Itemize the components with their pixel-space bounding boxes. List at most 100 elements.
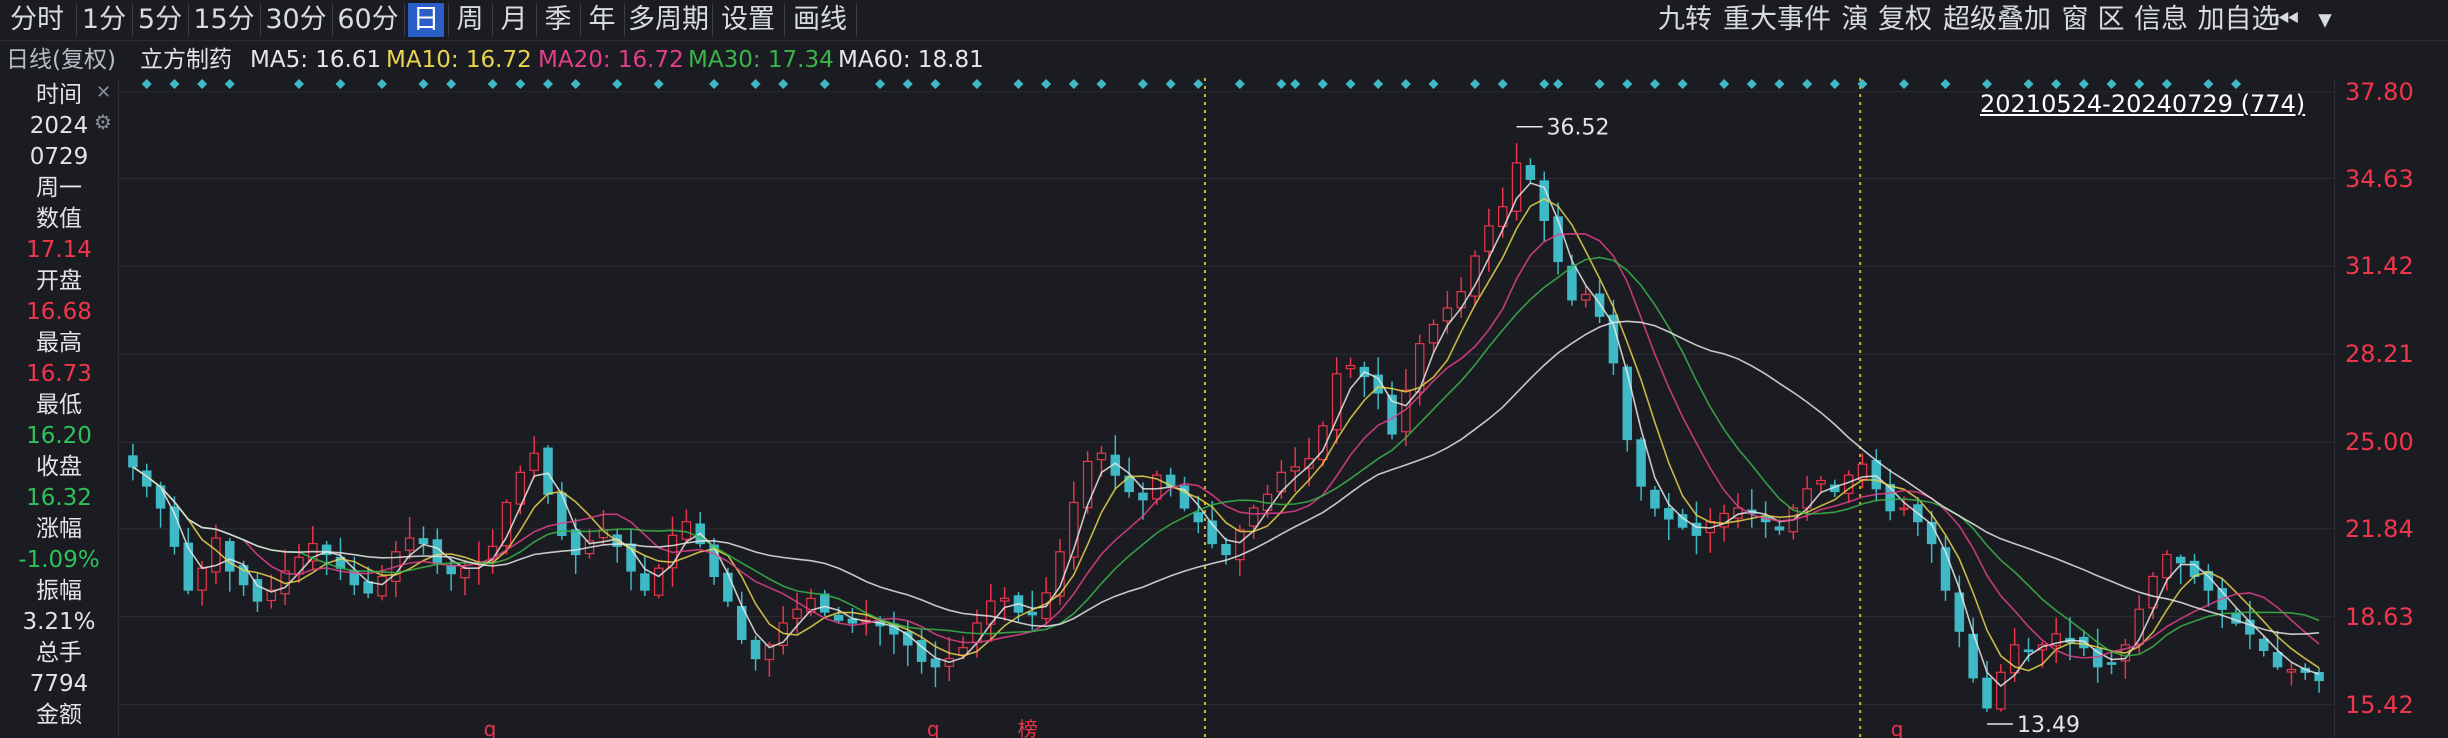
period-tab-11[interactable]: 多周期	[628, 4, 709, 35]
tool-button-2[interactable]: 演	[1841, 4, 1869, 35]
candle-body	[930, 658, 941, 668]
candle-body	[709, 544, 719, 578]
event-marker	[1470, 79, 1481, 89]
ma30-value: MA30: 17.34	[688, 47, 834, 73]
candle-body	[2162, 553, 2172, 579]
candle-body	[515, 471, 526, 505]
candle-body	[1248, 507, 1259, 527]
period-tab-4[interactable]: 30分	[265, 4, 327, 35]
toolbar-divider	[188, 4, 189, 36]
event-marker	[224, 79, 235, 89]
period-tab-3[interactable]: 15分	[193, 4, 255, 35]
chart-type-label[interactable]: 日线(复权)	[6, 47, 116, 73]
event-marker	[971, 79, 982, 89]
event-marker	[1539, 79, 1550, 89]
candle-body	[833, 614, 844, 621]
candle-body	[1027, 611, 1038, 616]
candle-body	[1331, 373, 1342, 431]
period-tab-13[interactable]: 画线	[793, 4, 847, 35]
ma60-value: MA60: 18.81	[838, 47, 984, 73]
high-label: 最高	[36, 330, 82, 356]
low-label: 最低	[36, 392, 82, 418]
period-tab-7[interactable]: 周	[456, 4, 484, 35]
tool-button-7[interactable]: 信息	[2134, 4, 2188, 35]
toolbar-divider	[536, 4, 537, 36]
period-tab-8[interactable]: 月	[500, 4, 528, 35]
period-tab-12[interactable]: 设置	[721, 4, 775, 35]
weekday: 周一	[36, 175, 82, 201]
tool-button-8[interactable]: 加自选	[2197, 4, 2279, 35]
candle-body	[1691, 522, 1702, 536]
y-tick-label: 31.42	[2345, 252, 2414, 281]
period-tab-1[interactable]: 1分	[81, 4, 127, 35]
period-tab-5[interactable]: 60分	[337, 4, 399, 35]
event-marker	[612, 79, 623, 89]
candle-body	[1899, 507, 1909, 511]
toolbar-divider	[856, 4, 857, 36]
ma20-value: MA20: 16.72	[538, 47, 684, 73]
event-marker	[819, 79, 830, 89]
event-marker	[543, 79, 554, 89]
candle-body	[155, 485, 166, 509]
event-marker	[1622, 79, 1633, 89]
tool-button-1[interactable]: 重大事件	[1723, 4, 1831, 35]
event-marker	[1193, 79, 1204, 89]
event-marker	[2203, 79, 2214, 89]
close-icon[interactable]: ✕	[96, 82, 112, 103]
period-tab-6[interactable]: 日	[408, 3, 444, 37]
toolbar-divider	[492, 4, 493, 36]
tool-button-6[interactable]: 区	[2097, 4, 2125, 35]
event-marker	[875, 79, 886, 89]
event-marker	[709, 79, 720, 89]
period-tab-2[interactable]: 5分	[137, 4, 183, 35]
candle-body	[1345, 364, 1356, 370]
period-tab-9[interactable]: 季	[544, 4, 572, 35]
gear-icon[interactable]: ⚙	[94, 110, 112, 134]
candle-body	[640, 573, 650, 591]
toolbar-divider	[404, 4, 405, 36]
event-marker	[2051, 79, 2062, 89]
tool-button-3[interactable]: 复权	[1878, 4, 1932, 35]
candle-body	[1304, 458, 1314, 469]
event-flag: q	[484, 717, 497, 738]
candle-body	[1636, 439, 1646, 487]
candle-body	[1207, 520, 1217, 545]
tool-button-5[interactable]: 窗	[2061, 4, 2089, 35]
y-tick-label: 18.63	[2345, 602, 2414, 631]
candle-body	[1235, 529, 1245, 561]
candle-body	[681, 521, 692, 540]
date-range-label[interactable]: 20210524-20240729 (774)	[1980, 90, 2306, 118]
event-marker	[2023, 79, 2034, 89]
jump-start-icon[interactable]: ⏮	[2274, 4, 2300, 35]
event-marker	[2161, 79, 2172, 89]
candle-body	[1096, 452, 1107, 461]
event-marker	[930, 79, 941, 89]
candle-body	[653, 567, 664, 596]
candle-body	[1221, 544, 1231, 556]
candle-body	[792, 608, 802, 619]
y-tick-label: 34.63	[2345, 164, 2414, 193]
ma5-value: MA5: 16.61	[250, 47, 382, 73]
candle-body	[225, 541, 235, 572]
toolbar-divider	[132, 4, 133, 36]
candle-body	[1622, 366, 1633, 441]
candle-body	[1484, 225, 1494, 252]
event-marker	[1677, 79, 1688, 89]
tool-button-4[interactable]: 超级叠加	[1943, 4, 2051, 35]
event-marker	[197, 79, 208, 89]
kline-chart[interactable]: 36.52 13.49 q q 榜 q	[118, 78, 2334, 738]
ma20-line	[132, 232, 2320, 659]
chevron-down-icon[interactable]: ▾	[2318, 4, 2332, 35]
date-year: 2024	[29, 113, 89, 139]
event-marker	[750, 79, 761, 89]
candle-body	[404, 537, 415, 551]
toolbar-divider	[448, 4, 449, 36]
period-tab-10[interactable]: 年	[588, 4, 616, 35]
event-marker	[653, 79, 664, 89]
tool-button-0[interactable]: 九转	[1658, 4, 1712, 35]
high-value: 16.73	[26, 361, 92, 387]
period-tab-0[interactable]: 分时	[10, 4, 64, 35]
candle-body	[764, 644, 775, 661]
candle-body	[1082, 460, 1093, 509]
candle-body	[363, 581, 373, 594]
